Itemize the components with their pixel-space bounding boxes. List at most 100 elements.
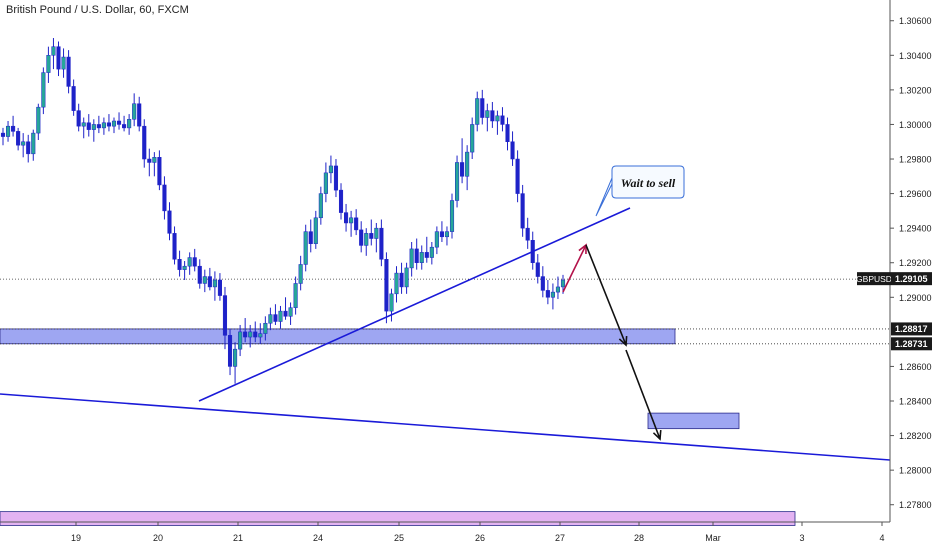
zone-1 <box>0 328 676 345</box>
candle-body <box>490 110 495 122</box>
candle-body <box>409 248 414 269</box>
candle-body <box>303 231 308 265</box>
candle-body <box>333 165 339 191</box>
candle-body <box>122 124 127 129</box>
projection-arrow-down-2-head <box>652 429 662 441</box>
candle-body <box>515 158 520 194</box>
x-tick-label: Mar <box>705 533 721 543</box>
candle-body <box>394 272 399 295</box>
candle-body <box>147 158 152 163</box>
candle-body <box>359 229 364 246</box>
candle-body <box>202 276 207 284</box>
candle-body <box>308 231 313 244</box>
y-tick-label: 1.28600 <box>899 362 932 372</box>
candle-body <box>233 348 238 367</box>
candle-body <box>132 103 137 120</box>
candle-body <box>399 272 404 288</box>
candle-body <box>61 56 66 70</box>
price-badge-text: 1.29105 <box>895 274 928 284</box>
candle-body <box>298 264 303 284</box>
candle-body <box>344 212 349 224</box>
candle-body <box>222 295 228 336</box>
y-tick-label: 1.29600 <box>899 189 932 199</box>
candle-body <box>26 141 31 155</box>
candle-body <box>404 267 409 288</box>
candle-body <box>500 115 505 125</box>
level-badge-text: 1.28817 <box>895 324 928 334</box>
candle-body <box>212 279 217 288</box>
candle-body <box>485 110 490 118</box>
x-tick-label: 20 <box>153 533 163 543</box>
candle-body <box>268 314 273 324</box>
candle-body <box>127 119 132 129</box>
candle-body <box>51 46 56 56</box>
candle-body <box>389 293 394 312</box>
y-tick-label: 1.29200 <box>899 258 932 268</box>
candle-body <box>429 246 434 258</box>
candle-body <box>197 265 202 284</box>
x-tick-label: 19 <box>71 533 81 543</box>
candle-body <box>364 233 369 246</box>
x-tick-label: 21 <box>233 533 243 543</box>
candle-body <box>238 331 243 350</box>
candle-body <box>162 184 167 212</box>
zone-2 <box>647 412 740 430</box>
zone-3 <box>0 511 796 526</box>
candle-body <box>369 233 374 239</box>
candle-body <box>157 157 162 186</box>
candle-body <box>354 217 359 231</box>
y-tick-label: 1.30600 <box>899 16 932 26</box>
candle-body <box>535 262 540 277</box>
descending-trendline <box>0 393 891 461</box>
candle-body <box>31 132 36 155</box>
candle-body <box>21 141 26 146</box>
candle-body <box>460 162 465 177</box>
candle-body <box>465 151 470 177</box>
candle-body <box>182 265 187 270</box>
x-tick-label: 26 <box>475 533 485 543</box>
candle-body <box>374 227 379 239</box>
y-tick-label: 1.30000 <box>899 120 932 130</box>
candle-body <box>384 259 389 312</box>
candle-body <box>227 335 233 367</box>
y-tick-label: 1.29400 <box>899 224 932 234</box>
candle-body <box>36 106 41 134</box>
candle-body <box>273 314 278 322</box>
candle-body <box>16 131 21 146</box>
candle-body <box>555 286 561 293</box>
candle-body <box>313 217 318 244</box>
candle-body <box>328 165 333 174</box>
candle-body <box>243 331 248 338</box>
candle-body <box>0 132 6 137</box>
candle-body <box>172 233 177 260</box>
symbol-badge <box>857 272 891 286</box>
candle-body <box>177 259 182 270</box>
candle-body <box>338 189 344 213</box>
x-tick-label: 25 <box>394 533 404 543</box>
candle-body <box>46 55 51 73</box>
candle-body <box>101 122 106 129</box>
candle-body <box>283 310 288 317</box>
candle-body <box>540 276 545 291</box>
candle-body <box>86 122 91 130</box>
candle-body <box>106 122 111 127</box>
candle-body <box>495 115 500 122</box>
candle-body <box>11 125 16 132</box>
candle-body <box>318 193 323 219</box>
candle-body <box>71 86 76 111</box>
candle-body <box>167 210 172 234</box>
level-badge <box>891 322 932 336</box>
candle-body <box>248 331 253 338</box>
candle-body <box>76 110 81 127</box>
candle-body <box>414 248 419 263</box>
candle-body <box>187 257 192 267</box>
candle-body <box>278 310 283 322</box>
candle-body <box>560 279 566 288</box>
y-tick-label: 1.29000 <box>899 293 932 303</box>
candle-body <box>293 283 298 308</box>
y-tick-label: 1.30400 <box>899 51 932 61</box>
candle-body <box>475 98 480 125</box>
candle-body <box>545 290 550 298</box>
